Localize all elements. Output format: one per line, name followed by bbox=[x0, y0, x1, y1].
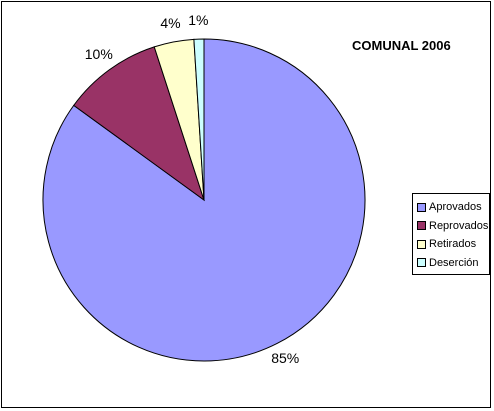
data-label-desercion: 1% bbox=[188, 12, 208, 28]
legend-item-aprovados: Aprovados bbox=[417, 198, 489, 217]
legend-swatch bbox=[417, 221, 426, 231]
legend-item-reprovados: Reprovados bbox=[417, 217, 489, 236]
legend-swatch bbox=[417, 258, 426, 268]
legend-label: Deserción bbox=[429, 256, 479, 269]
legend-swatch bbox=[417, 239, 426, 249]
data-label-retirados: 4% bbox=[160, 15, 180, 31]
chart-title: COMUNAL 2006 bbox=[352, 38, 451, 53]
data-label-reprovados: 10% bbox=[85, 46, 113, 62]
legend-item-retirados: Retirados bbox=[417, 235, 489, 254]
legend-label: Aprovados bbox=[429, 201, 482, 214]
pie-slice-reprovados bbox=[73, 46, 205, 202]
legend-swatch bbox=[417, 202, 426, 212]
pie-slice-desercion bbox=[193, 38, 205, 201]
data-label-aprovados: 85% bbox=[271, 350, 299, 366]
legend-item-desercion: Deserción bbox=[417, 254, 489, 273]
legend-label: Reprovados bbox=[429, 219, 489, 232]
legend-label: Retirados bbox=[429, 238, 477, 251]
legend: Aprovados Reprovados Retirados Deserción bbox=[412, 193, 490, 275]
